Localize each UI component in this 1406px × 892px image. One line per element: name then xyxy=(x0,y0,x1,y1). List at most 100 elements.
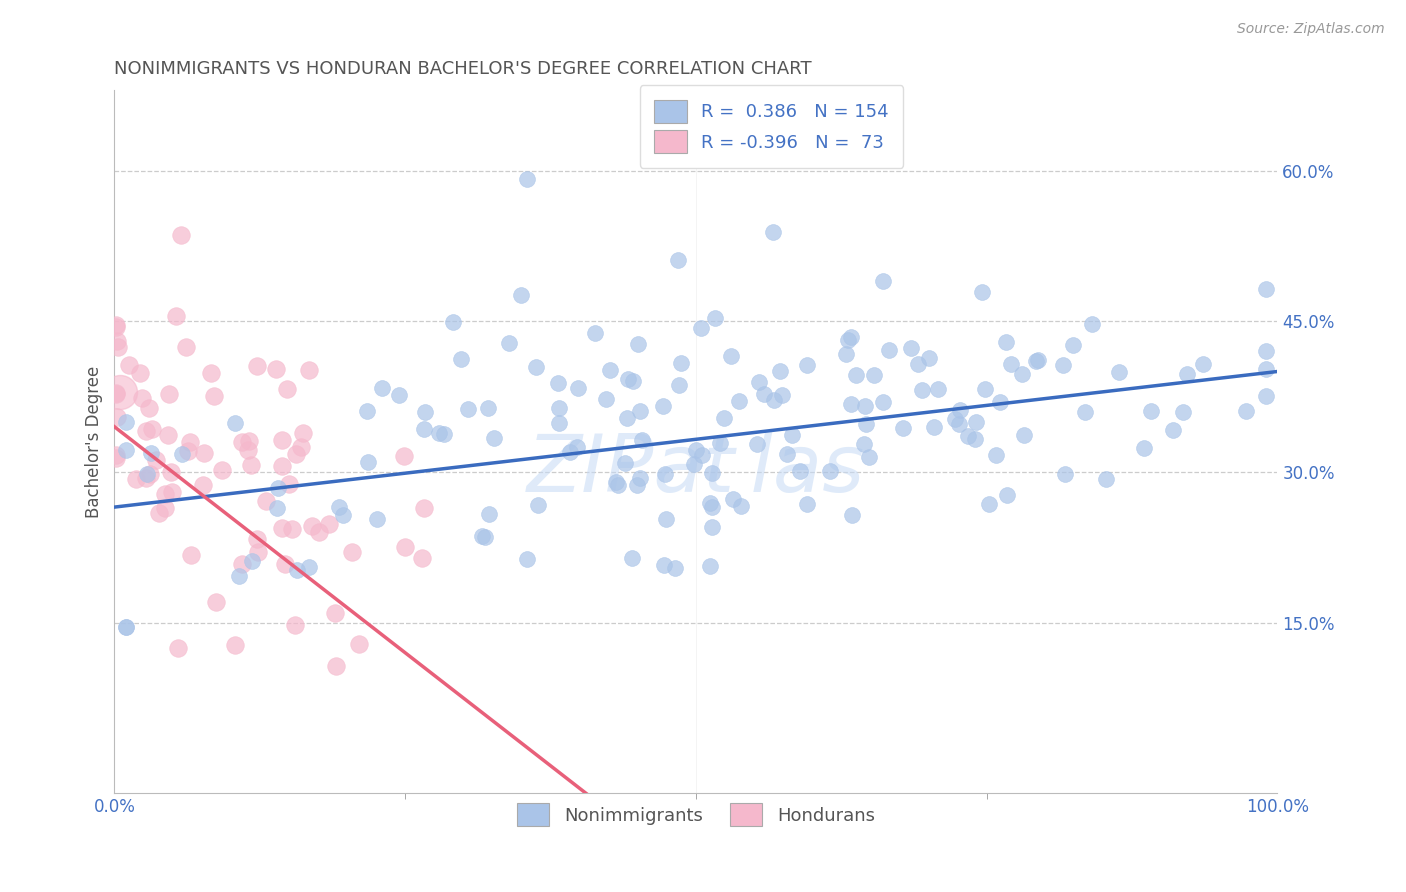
Point xyxy=(613,456,636,470)
Point xyxy=(160,465,183,479)
Point xyxy=(270,521,292,535)
Point xyxy=(301,518,323,533)
Point xyxy=(411,551,433,566)
Point xyxy=(270,458,292,473)
Point xyxy=(115,415,138,429)
Point xyxy=(837,333,859,347)
Point xyxy=(236,443,259,458)
Point xyxy=(1254,343,1277,358)
Point xyxy=(516,551,538,566)
Point xyxy=(628,404,651,418)
Point xyxy=(789,464,811,478)
Point xyxy=(264,362,287,376)
Point xyxy=(145,453,167,467)
Point xyxy=(984,448,1007,462)
Point xyxy=(474,529,496,543)
Point xyxy=(995,335,1018,350)
Point xyxy=(654,467,676,482)
Point xyxy=(157,386,180,401)
Point xyxy=(769,364,792,378)
Point xyxy=(1026,353,1049,368)
Point xyxy=(763,392,786,407)
Point xyxy=(245,532,267,546)
Point xyxy=(796,358,818,372)
Point xyxy=(770,388,793,402)
Point xyxy=(668,378,690,392)
Point xyxy=(129,366,152,380)
Point xyxy=(655,512,678,526)
Point xyxy=(246,545,269,559)
Point xyxy=(1254,389,1277,403)
Point xyxy=(605,475,627,490)
Point xyxy=(704,311,727,326)
Point xyxy=(1080,318,1102,332)
Point xyxy=(713,411,735,425)
Point xyxy=(450,352,472,367)
Point xyxy=(155,501,177,516)
Point xyxy=(652,558,675,573)
Point xyxy=(478,507,501,521)
Point xyxy=(776,447,799,461)
Point xyxy=(148,506,170,520)
Point xyxy=(394,540,416,554)
Point xyxy=(117,358,139,372)
Point xyxy=(290,440,312,454)
Point xyxy=(165,309,187,323)
Point xyxy=(105,410,128,425)
Point xyxy=(141,421,163,435)
Point xyxy=(238,434,260,448)
Point xyxy=(174,340,197,354)
Point xyxy=(752,387,775,401)
Point xyxy=(621,551,644,566)
Point xyxy=(284,618,307,632)
Point xyxy=(965,415,987,429)
Point xyxy=(669,356,692,370)
Point xyxy=(1062,337,1084,351)
Point xyxy=(995,488,1018,502)
Point xyxy=(567,380,589,394)
Point xyxy=(347,637,370,651)
Point xyxy=(900,341,922,355)
Point xyxy=(246,359,269,373)
Point xyxy=(204,594,226,608)
Point xyxy=(948,417,970,432)
Point xyxy=(104,318,127,333)
Point xyxy=(231,557,253,571)
Point xyxy=(699,495,721,509)
Point xyxy=(167,641,190,656)
Point xyxy=(153,487,176,501)
Point xyxy=(366,512,388,526)
Point xyxy=(796,497,818,511)
Point xyxy=(267,481,290,495)
Point xyxy=(1254,361,1277,376)
Point xyxy=(606,478,628,492)
Point xyxy=(266,501,288,516)
Point xyxy=(328,500,350,515)
Point xyxy=(943,412,966,426)
Point xyxy=(963,432,986,446)
Point xyxy=(429,425,451,440)
Point xyxy=(180,549,202,563)
Point xyxy=(211,463,233,477)
Point xyxy=(240,554,263,568)
Point xyxy=(1012,427,1035,442)
Point xyxy=(627,337,650,351)
Point xyxy=(131,392,153,406)
Point xyxy=(762,225,785,239)
Point xyxy=(356,455,378,469)
Point xyxy=(240,458,263,472)
Point xyxy=(924,420,946,434)
Point xyxy=(1254,281,1277,295)
Point xyxy=(872,274,894,288)
Point xyxy=(231,434,253,449)
Point xyxy=(477,401,499,416)
Point xyxy=(285,563,308,577)
Point xyxy=(356,404,378,418)
Point xyxy=(595,392,617,407)
Point xyxy=(1175,367,1198,381)
Point xyxy=(723,491,745,506)
Point xyxy=(284,447,307,461)
Point xyxy=(728,393,751,408)
Point xyxy=(136,467,159,481)
Point xyxy=(690,320,713,334)
